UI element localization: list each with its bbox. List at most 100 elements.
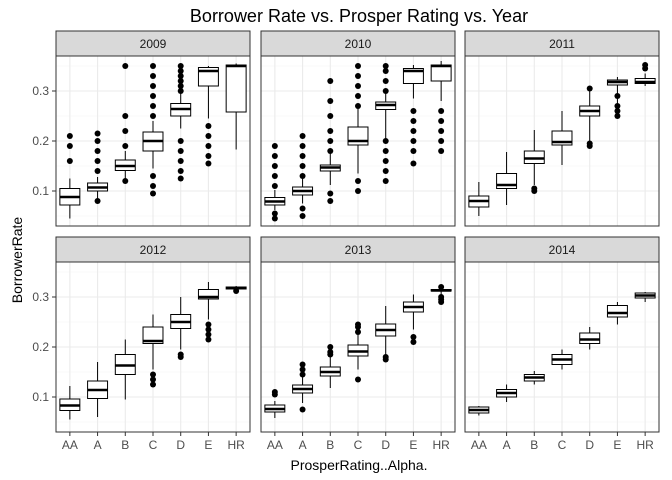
x-tick-label: C xyxy=(149,438,158,452)
box-2011-A xyxy=(496,152,518,205)
box-2009-HR xyxy=(225,63,247,150)
outlier-point xyxy=(150,113,156,119)
outlier-point xyxy=(150,376,156,383)
x-tick-label: HR xyxy=(636,438,654,452)
x-axis-title: ProsperRating..Alpha. xyxy=(291,457,428,473)
box-2013-A xyxy=(292,361,314,413)
y-tick-label: 0.2 xyxy=(32,134,49,148)
outlier-point xyxy=(438,118,445,124)
x-tick-label: AA xyxy=(62,438,78,452)
outlier-point xyxy=(271,389,278,395)
outlier-point xyxy=(177,168,184,174)
box-2013-HR xyxy=(430,284,452,305)
outlier-point xyxy=(355,321,361,328)
y-axis-title: BorrowerRate xyxy=(9,217,25,304)
facet-strip-label: 2010 xyxy=(345,37,372,51)
facet-strip-label: 2011 xyxy=(549,37,575,51)
outlier-point xyxy=(150,63,156,69)
outlier-point xyxy=(94,168,101,174)
box-2014-D xyxy=(579,327,601,350)
outlier-point xyxy=(122,63,129,69)
box-body xyxy=(347,126,369,146)
facet-strip xyxy=(55,236,251,263)
outlier-point xyxy=(177,158,184,164)
x-tick-label: D xyxy=(585,438,594,452)
outlier-point xyxy=(327,98,334,104)
outlier-point xyxy=(66,158,73,164)
outlier-point xyxy=(299,361,306,368)
box-2014-HR xyxy=(634,292,656,302)
box-2012-AA xyxy=(59,386,81,420)
box-body xyxy=(430,64,452,82)
outlier-point xyxy=(355,178,361,184)
outlier-point xyxy=(327,148,334,154)
outlier-point xyxy=(177,175,184,182)
outlier-point xyxy=(355,329,361,335)
y-tick-label: 0.2 xyxy=(32,340,49,354)
box-2010-E xyxy=(402,65,424,167)
box-2014-E xyxy=(606,302,628,325)
outlier-point xyxy=(382,158,389,164)
outlier-point xyxy=(205,326,212,333)
outlier-point xyxy=(205,123,212,129)
facet-strip xyxy=(464,236,660,263)
outlier-point xyxy=(150,73,156,79)
panel-border xyxy=(464,55,660,227)
outlier-point xyxy=(205,160,212,167)
outlier-point xyxy=(410,160,417,167)
facet-strip-label: 2009 xyxy=(140,37,167,51)
outlier-point xyxy=(177,148,184,154)
outlier-point xyxy=(150,190,156,197)
outlier-point xyxy=(299,371,306,378)
x-tick-label: E xyxy=(613,438,621,452)
outlier-point xyxy=(299,143,306,149)
outlier-point xyxy=(299,213,306,219)
outlier-point xyxy=(438,294,445,300)
x-tick-label: AA xyxy=(471,438,487,452)
box-2012-E xyxy=(197,282,219,343)
outlier-point xyxy=(205,133,212,139)
box-2011-D xyxy=(579,85,601,149)
facet-panel-2009: 2009 0.1 0.2 0.3 xyxy=(32,30,251,227)
outlier-point xyxy=(233,288,240,294)
y-tick-label: 0.3 xyxy=(32,84,49,98)
box-2009-A xyxy=(87,130,109,204)
x-tick-label: C xyxy=(354,438,363,452)
outlier-point xyxy=(150,103,156,109)
outlier-point xyxy=(410,339,417,345)
outlier-point xyxy=(205,153,212,159)
outlier-point xyxy=(410,108,417,114)
outlier-point xyxy=(327,128,334,134)
facet-strip-label: 2012 xyxy=(140,243,167,257)
box-2011-E xyxy=(606,77,628,119)
x-tick-label: B xyxy=(530,438,538,452)
outlier-point xyxy=(150,371,156,378)
x-tick-label: A xyxy=(503,438,511,452)
outlier-point xyxy=(177,88,184,94)
outlier-point xyxy=(177,78,184,84)
outlier-point xyxy=(177,68,184,74)
outlier-point xyxy=(94,138,101,144)
outlier-point xyxy=(299,173,306,179)
outlier-point xyxy=(382,168,389,174)
outlier-point xyxy=(438,138,445,144)
facet-panel-2010: 2010 xyxy=(260,30,456,227)
box-2014-AA xyxy=(468,406,490,416)
outlier-point xyxy=(299,163,306,169)
outlier-point xyxy=(299,205,306,212)
box-2012-A xyxy=(87,362,109,417)
outlier-point xyxy=(327,344,334,350)
outlier-point xyxy=(299,133,306,139)
x-tick-label: B xyxy=(326,438,334,452)
box-2010-HR xyxy=(430,61,452,154)
outlier-point xyxy=(205,331,212,338)
box-2013-AA xyxy=(264,389,286,418)
outlier-point xyxy=(355,73,361,79)
box-2013-D xyxy=(375,306,397,363)
outlier-point xyxy=(271,163,278,169)
outlier-point xyxy=(410,128,417,134)
outlier-point xyxy=(410,118,417,124)
outlier-point xyxy=(382,68,389,74)
